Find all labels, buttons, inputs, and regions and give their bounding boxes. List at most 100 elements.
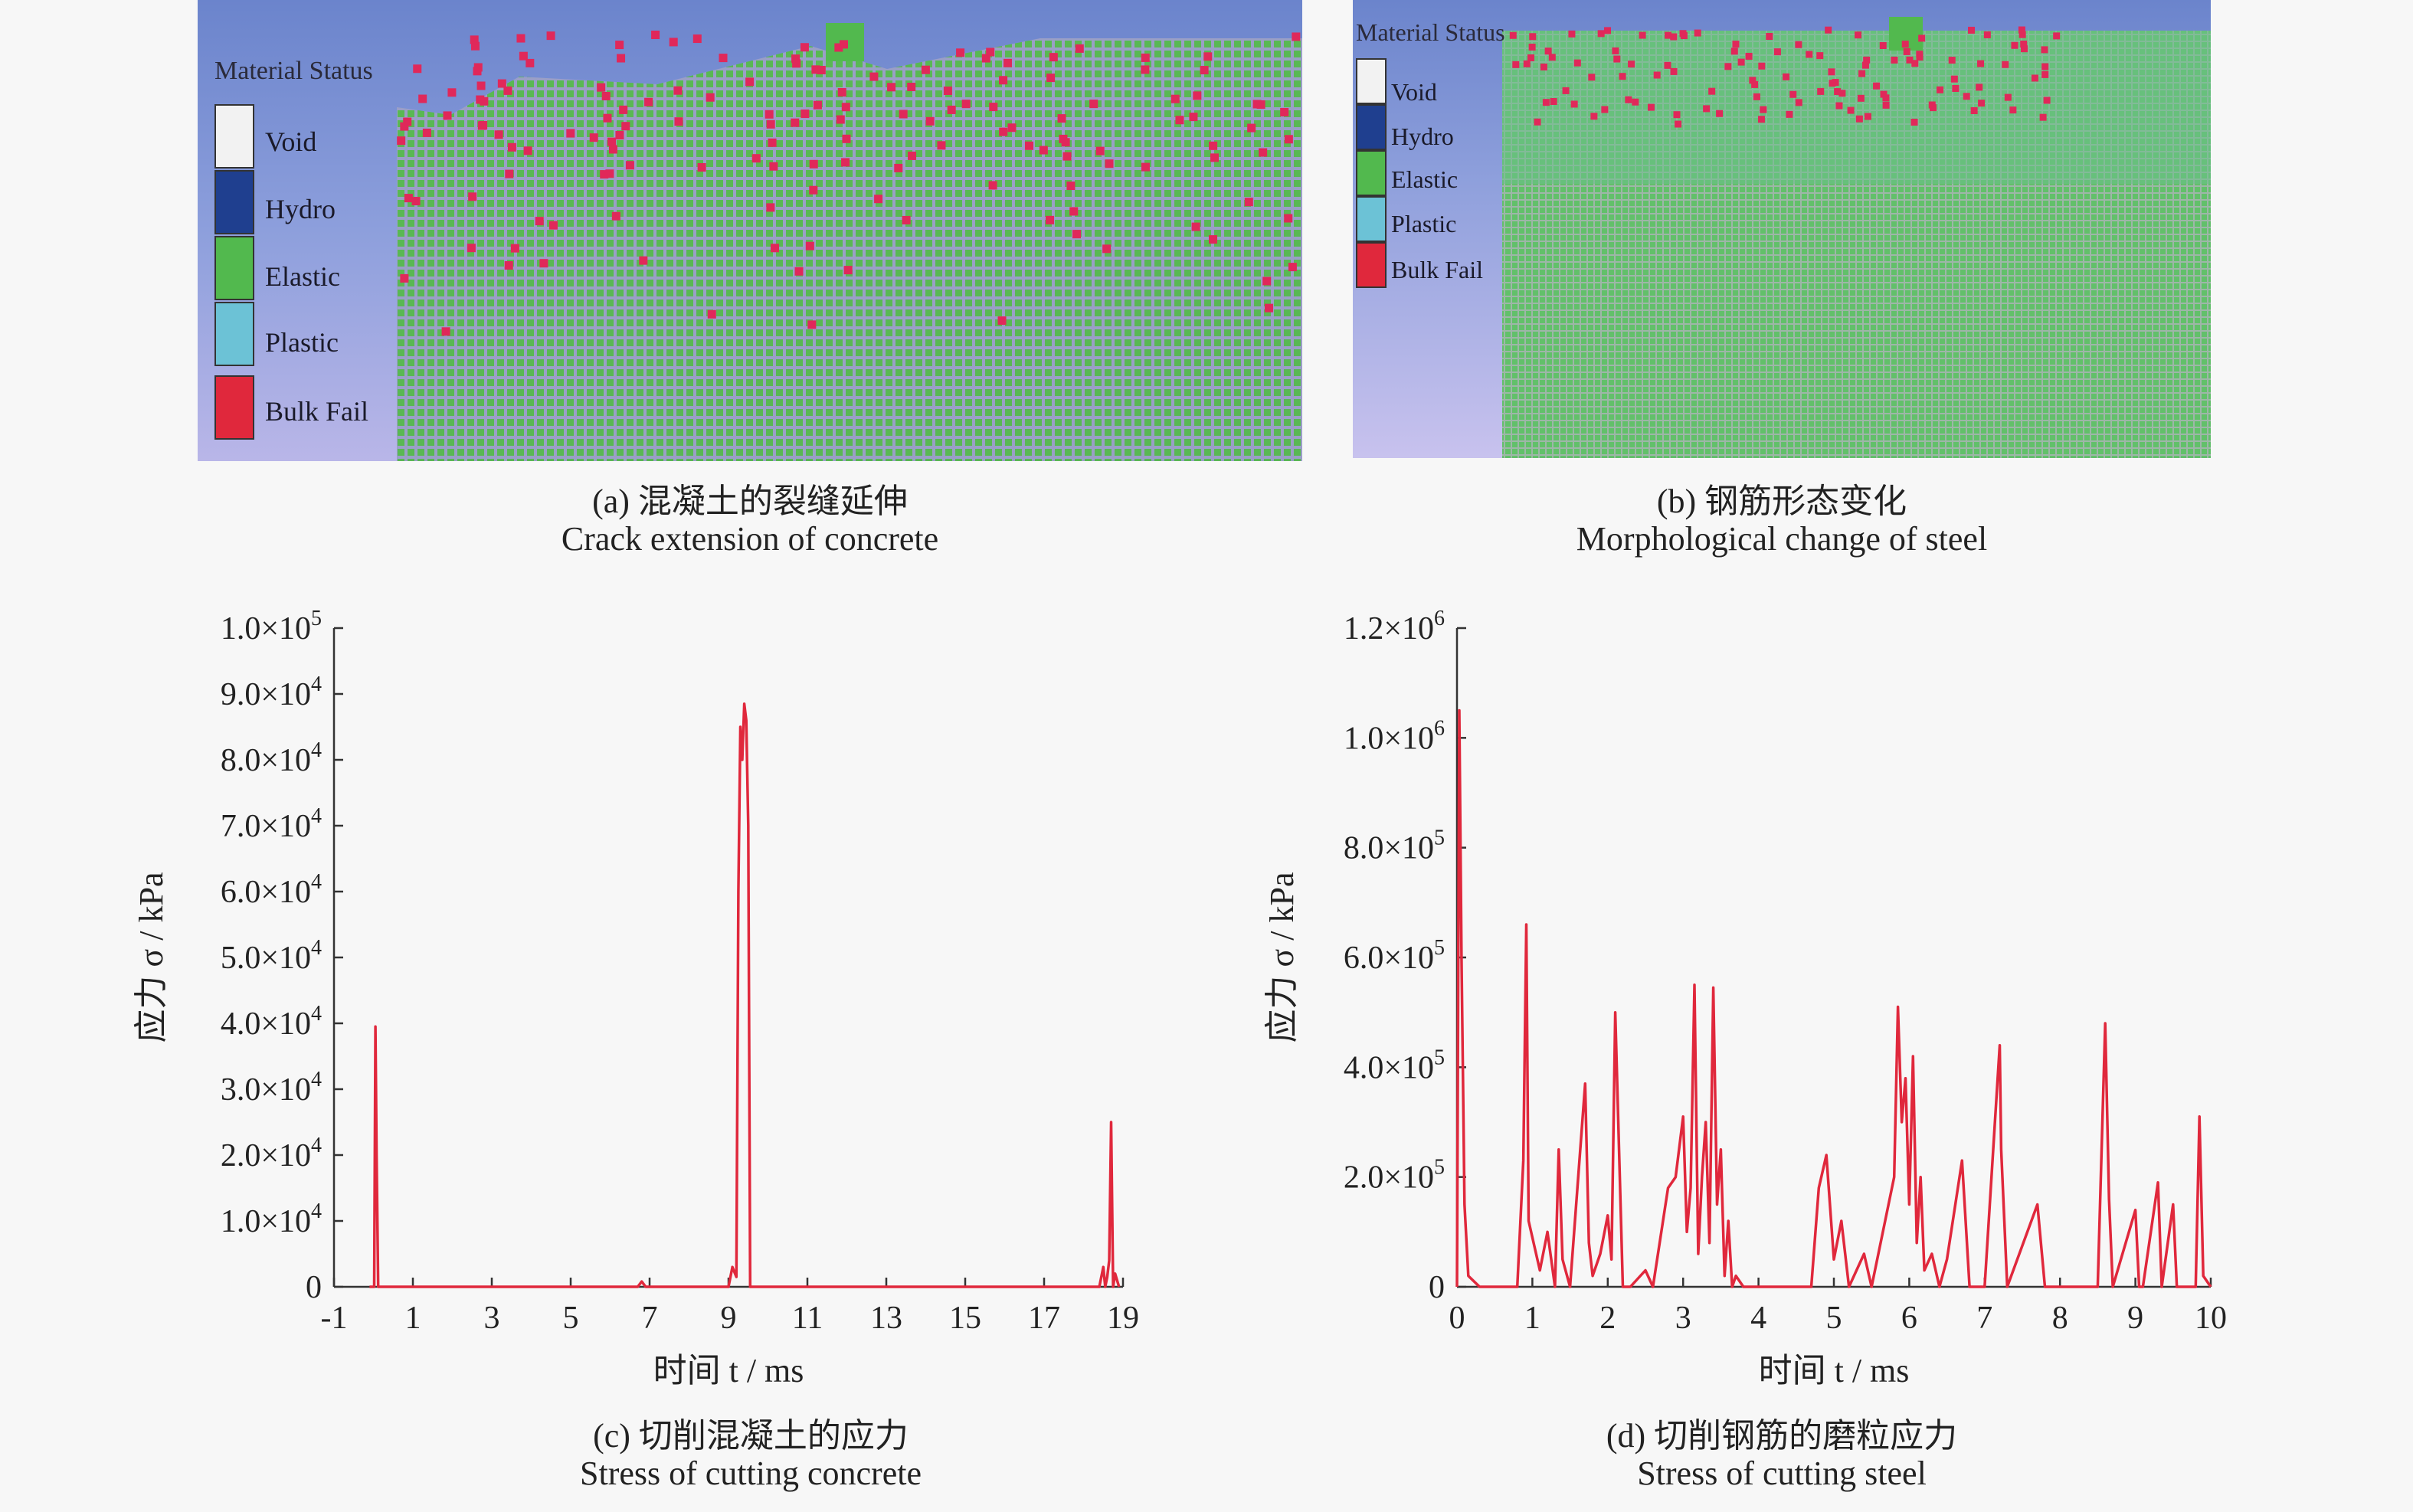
fail-cell [1745,52,1753,60]
fail-cell [1858,70,1866,77]
fail-cell [813,100,822,110]
fail-cell [516,34,525,43]
fail-cell [1882,94,1890,102]
fail-cell [1948,57,1956,64]
legend-swatch-hydro [214,170,254,234]
fail-cell [809,185,818,195]
fail-cell [413,64,422,74]
fail-cell [2043,97,2051,104]
fail-cell [1855,115,1863,123]
fail-cell [766,203,775,212]
fail-cell [1075,44,1084,53]
fail-cell [997,316,1007,326]
y-tick-label: 6.0×105 [1344,936,1445,976]
fail-cell [443,111,452,120]
fail-cell [1673,111,1681,119]
y-tick-label: 0 [1429,1270,1445,1305]
fail-cell [1664,61,1671,69]
fail-cell [800,43,809,52]
fail-cell [988,181,997,190]
fail-cell [1570,100,1578,108]
fail-cell [1509,31,1517,39]
x-tick-label: 13 [870,1301,902,1336]
fail-cell [1963,93,1970,100]
fail-cell [706,93,715,102]
fail-cell [1095,146,1105,155]
fail-cell [1937,86,1944,93]
fail-cell [894,163,903,172]
chart-d: 0 2.0×105 4.0×105 6.0×105 8.0×105 1.0×106 1.2×… [1263,607,2227,1389]
crack-points-b [1509,26,2061,128]
fail-cell [751,154,761,163]
fail-cell [1838,90,1846,97]
x-tick-label: 10 [2195,1301,2227,1336]
fail-cell [447,88,457,97]
caption-c-cn: (c) 切削混凝土的应力 [593,1417,909,1455]
fail-cell [1210,153,1219,162]
x-tick-label: 15 [949,1301,981,1336]
fail-cell [1544,47,1552,55]
fail-cell [494,130,503,139]
y-tick-label: 3.0×104 [221,1068,322,1108]
y-tick-label: 4.0×104 [221,1002,322,1042]
y-tick-label: 5.0×104 [221,936,322,976]
legend-swatch-elastic [214,236,254,300]
fail-cell [1244,198,1253,207]
fail-cell [1906,56,1914,64]
fail-cell [625,161,634,170]
fail-cell [497,79,506,88]
fail-cell [719,54,728,63]
fail-cell [1200,66,1209,75]
fail-cell [791,118,800,127]
fail-cell [422,128,431,137]
fail-cell [1597,30,1605,38]
fail-cell [1968,26,1976,34]
y-axis-label: 应力 σ / kPa [1263,872,1301,1043]
fail-cell [605,169,614,178]
fail-cell [1647,103,1655,111]
y-axis-label: 应力 σ / kPa [133,872,170,1043]
fail-cell [468,192,477,201]
fail-cell [615,131,624,140]
fail-cell [1847,106,1855,114]
fail-cell [1247,123,1256,133]
caption-c-en: Stress of cutting concrete [580,1455,922,1492]
fail-cell [1766,33,1773,41]
simulation-image-b [1353,0,2211,458]
legend-swatch-void [214,104,254,169]
fail-cell [1857,94,1865,102]
fail-cell [2009,106,2017,114]
fail-cell [473,63,483,72]
caption-b-cn: (b) 钢筋形态变化 [1656,483,1907,520]
fail-cell [843,266,853,275]
fail-cell [1835,102,1843,110]
fail-cell [999,127,1008,136]
fail-cell [887,83,896,92]
fail-cell [1901,41,1909,48]
x-axis-label: 时间 t / ms [1759,1352,1910,1389]
fail-cell [507,142,516,152]
fail-cell [947,105,956,114]
legend-label-elastic-b: Elastic [1391,165,1459,193]
fail-cell [470,35,479,44]
fail-cell [535,217,544,226]
x-tick-label: 1 [1524,1301,1540,1336]
fail-cell [1903,47,1910,55]
fail-cell [956,48,965,57]
fail-cell [1789,90,1797,98]
fail-cell [1256,100,1265,109]
fail-cell [651,31,660,40]
fail-cell [1057,114,1066,123]
fail-cell [1757,116,1765,123]
legend-swatch-plastic-b [1356,196,1387,242]
fail-cell [467,244,476,253]
fail-cell [1613,55,1621,63]
fail-cell [404,194,413,203]
fail-cell [1568,30,1576,38]
fail-cell [403,117,412,126]
fail-cell [1806,51,1813,58]
fail-cell [1670,67,1678,75]
fail-cell [1039,146,1048,155]
fail-cell [869,72,879,81]
fail-cell [1983,31,1991,38]
